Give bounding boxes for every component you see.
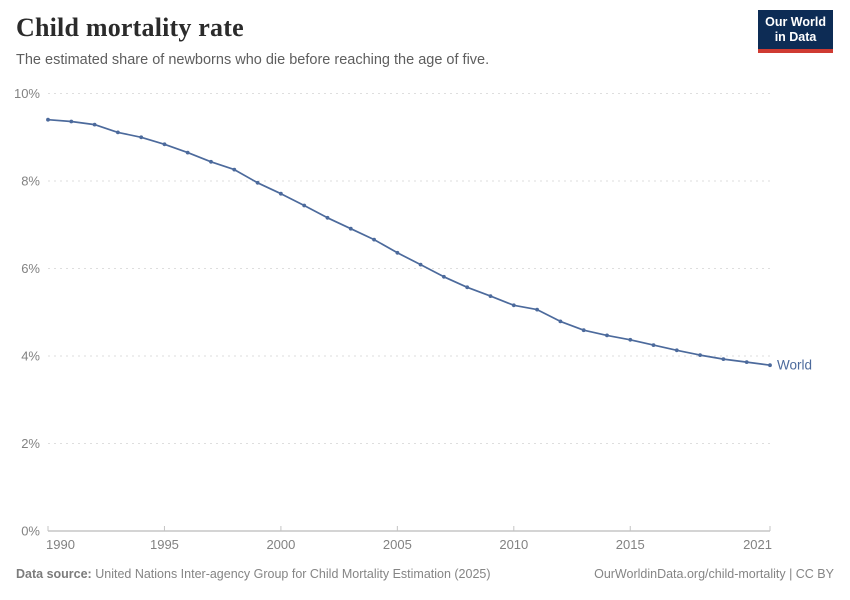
data-point[interactable] (744, 360, 749, 364)
owid-logo-line1: Our World (765, 15, 826, 29)
data-point[interactable] (721, 357, 726, 361)
data-point[interactable] (279, 191, 283, 196)
y-tick-label: 4% (21, 349, 40, 364)
y-tick-label: 6% (21, 261, 40, 276)
data-point[interactable] (418, 262, 423, 267)
data-point[interactable] (581, 328, 586, 333)
data-point[interactable] (348, 226, 353, 231)
data-point[interactable] (92, 122, 97, 127)
data-point[interactable] (302, 203, 307, 208)
data-point[interactable] (372, 237, 376, 242)
data-point[interactable] (232, 167, 237, 172)
x-tick-label: 1995 (150, 537, 179, 552)
data-point[interactable] (535, 307, 539, 312)
data-point[interactable] (162, 142, 167, 147)
x-tick-label: 2000 (266, 537, 295, 552)
data-source-text: United Nations Inter-agency Group for Ch… (95, 567, 491, 581)
x-tick-label: 2021 (743, 537, 772, 552)
data-source-label: Data source: (16, 567, 92, 581)
data-source: Data source: United Nations Inter-agency… (16, 567, 491, 581)
footer-link[interactable]: OurWorldinData.org/child-mortality | CC … (594, 567, 834, 581)
data-point[interactable] (674, 348, 679, 353)
data-point[interactable] (558, 319, 563, 324)
data-point[interactable] (209, 159, 213, 164)
data-point[interactable] (325, 215, 330, 220)
series-line-world[interactable] (47, 118, 771, 367)
series-end-label[interactable]: World (777, 358, 812, 373)
data-point[interactable] (116, 130, 120, 135)
data-point[interactable] (605, 333, 609, 338)
data-point[interactable] (255, 180, 260, 185)
data-point[interactable] (442, 274, 446, 279)
data-point[interactable] (46, 117, 50, 122)
data-point[interactable] (651, 343, 656, 347)
data-point[interactable] (488, 294, 493, 298)
chart-title: Child mortality rate (16, 13, 244, 42)
data-point[interactable] (395, 250, 400, 255)
x-tick-label: 1990 (46, 537, 75, 552)
data-point[interactable] (628, 337, 633, 342)
y-tick-label: 2% (21, 436, 40, 451)
data-point[interactable] (511, 303, 516, 308)
data-point[interactable] (698, 353, 702, 357)
x-tick-label: 2005 (383, 537, 412, 552)
x-tick-label: 2010 (499, 537, 528, 552)
owid-logo[interactable]: Our World in Data (758, 10, 833, 53)
chart-subtitle: The estimated share of newborns who die … (16, 52, 490, 68)
data-point[interactable] (465, 285, 470, 290)
data-point[interactable] (185, 150, 190, 155)
data-point[interactable] (69, 119, 74, 124)
y-tick-label: 10% (14, 86, 40, 101)
data-point[interactable] (139, 135, 144, 140)
chart-footer: Data source: United Nations Inter-agency… (16, 567, 834, 581)
y-tick-label: 0% (21, 524, 40, 539)
owid-logo-line2: in Data (774, 29, 817, 44)
x-tick-label: 2015 (616, 537, 645, 552)
data-point[interactable] (768, 363, 772, 368)
y-tick-label: 8% (21, 174, 40, 189)
